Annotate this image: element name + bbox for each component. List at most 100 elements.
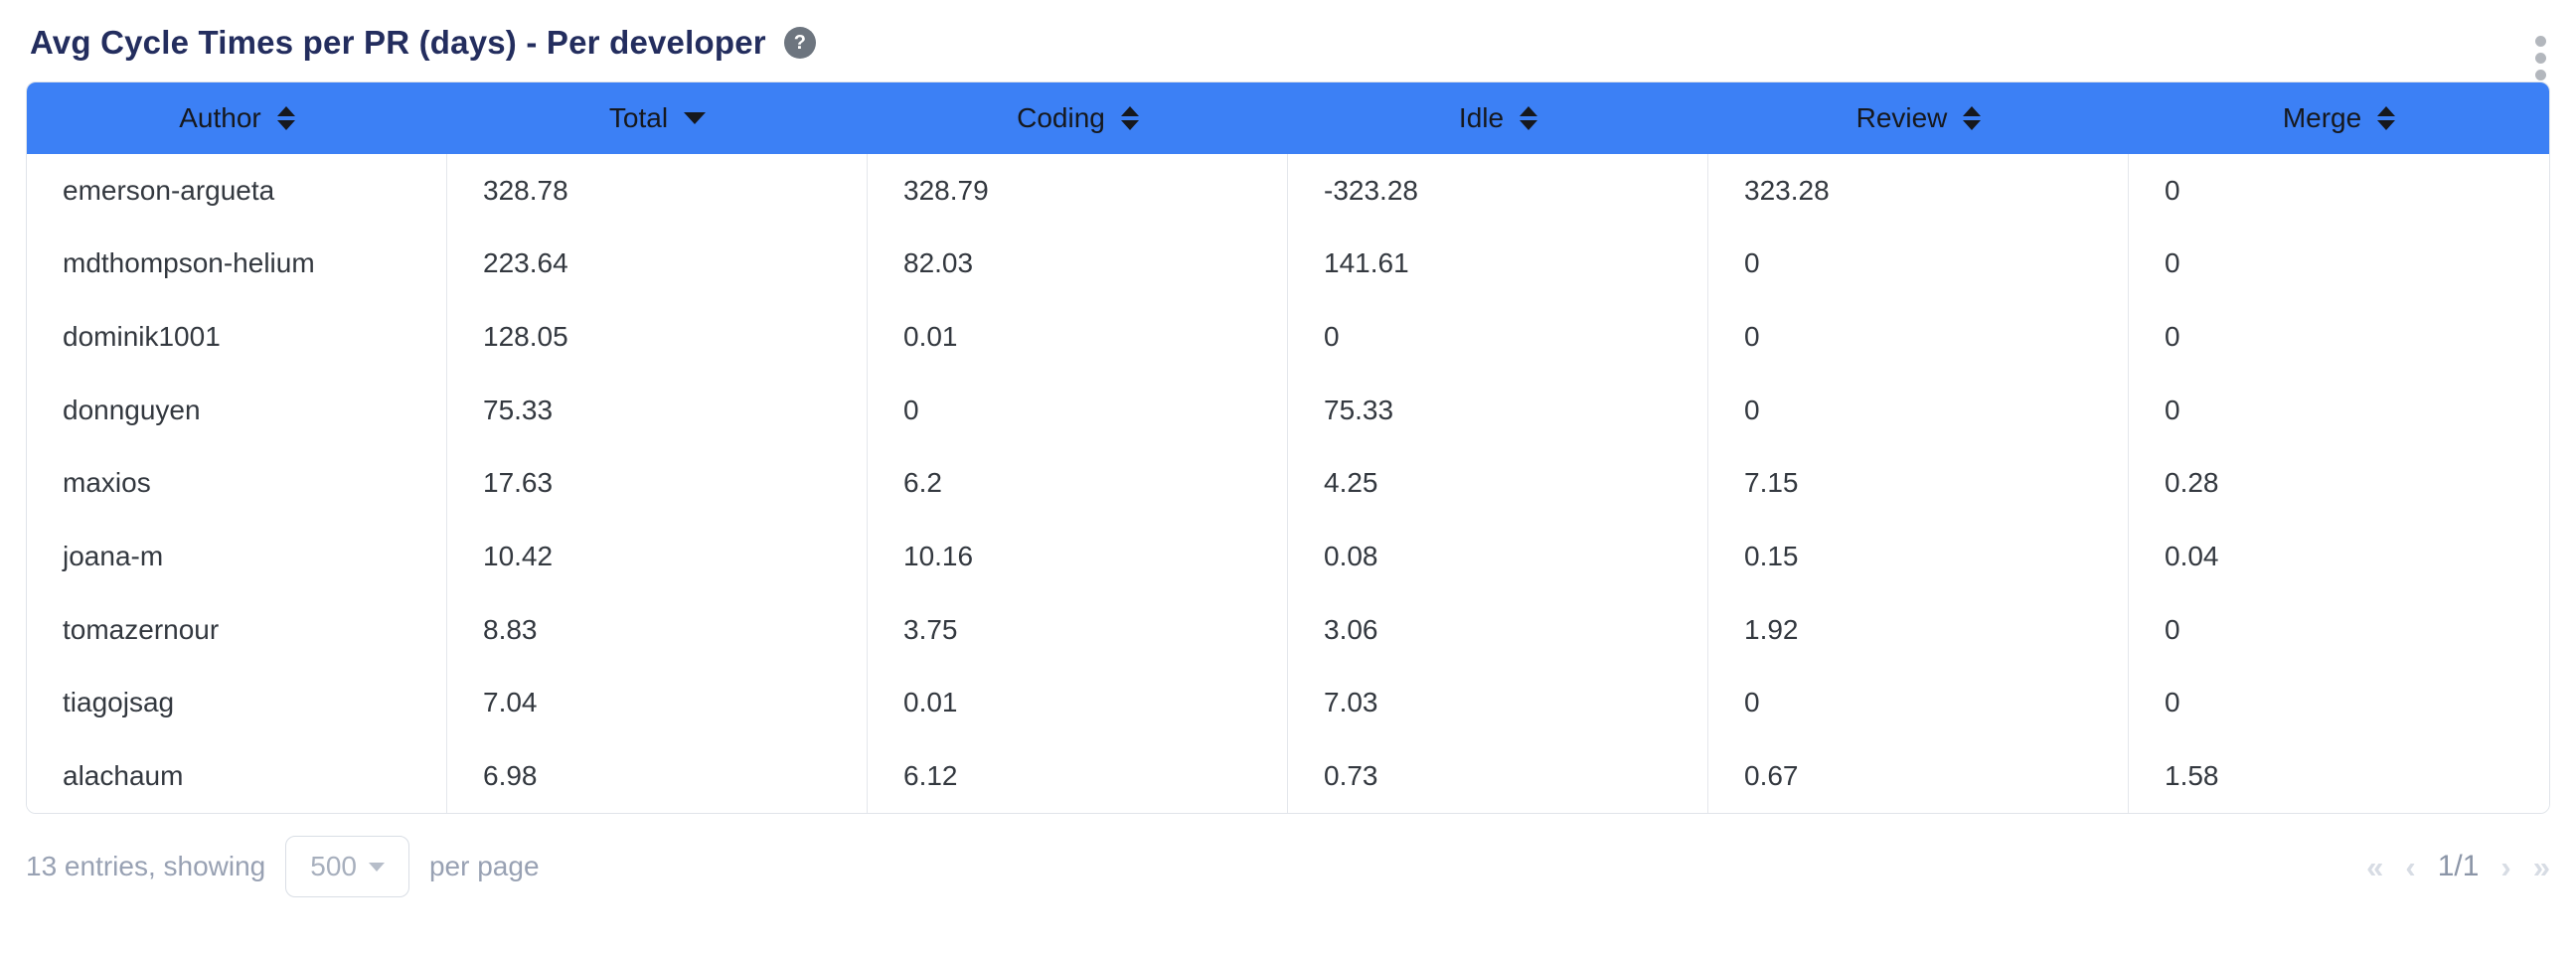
column-label: Total: [608, 102, 669, 133]
cell-merge: 0: [2165, 687, 2180, 718]
per-page-text: per page: [428, 851, 540, 881]
cell-idle: 75.33: [1288, 373, 1708, 447]
pagination: « ‹ 1/1 › »: [2366, 850, 2550, 883]
cell-review: 323.28: [1708, 154, 2129, 228]
cell-idle: 0.08: [1288, 520, 1708, 593]
cell-total: 17.63: [447, 446, 868, 521]
cell-idle: 141.61: [1288, 227, 1708, 301]
sort-both-icon: [1963, 106, 1982, 130]
cell-idle: 0.73: [1288, 739, 1708, 813]
sort-both-icon: [2377, 106, 2396, 130]
footer-left: 13 entries, showing 500 per page: [26, 836, 540, 897]
cell-coding: 10.16: [868, 520, 1288, 593]
cell-total: 328.78: [447, 154, 868, 228]
column-header-coding[interactable]: Coding: [868, 82, 1288, 154]
cell-review: 0: [1708, 666, 2129, 740]
table-row: tomazernour 8.83 3.75 3.06 1.92 0: [27, 592, 2549, 667]
kebab-menu-icon[interactable]: [2529, 30, 2552, 86]
cell-author: tiagojsag: [27, 666, 447, 740]
cell-coding: 0.01: [868, 666, 1288, 740]
prev-page-button[interactable]: ‹: [2405, 849, 2416, 884]
table-row: dominik1001 128.05 0.01 0 0 0: [27, 300, 2549, 374]
table-body: emerson-argueta 328.78 328.79 -323.28 323.28…: [27, 154, 2549, 813]
chevron-down-icon: [368, 862, 385, 872]
cell-idle: 0: [1288, 300, 1708, 374]
cell-merge: 0: [2165, 394, 2180, 425]
widget-header: Avg Cycle Times per PR (days) - Per deve…: [0, 0, 2576, 81]
cell-review: 0: [1708, 227, 2129, 301]
cell-coding: 6.12: [868, 739, 1288, 813]
table-footer: 13 entries, showing 500 per page « ‹ 1/1…: [26, 836, 2550, 897]
cell-merge: 0: [2165, 613, 2180, 645]
cell-review: 7.15: [1708, 446, 2129, 521]
page-size-value: 500: [310, 851, 357, 881]
column-header-idle[interactable]: Idle: [1288, 82, 1708, 154]
cell-total: 7.04: [447, 666, 868, 740]
widget-title: Avg Cycle Times per PR (days) - Per deve…: [30, 24, 766, 61]
cell-total: 128.05: [447, 300, 868, 374]
cell-merge: 0: [2165, 174, 2180, 206]
cell-review: 1.92: [1708, 592, 2129, 667]
table-row: donnguyen 75.33 0 75.33 0 0: [27, 373, 2549, 447]
cell-total: 10.42: [447, 520, 868, 593]
cell-author: emerson-argueta: [27, 154, 447, 228]
cell-author: dominik1001: [27, 300, 447, 374]
cell-review: 0.15: [1708, 520, 2129, 593]
cell-author: maxios: [27, 446, 447, 521]
cell-total: 6.98: [447, 739, 868, 813]
sort-both-icon: [1120, 106, 1139, 130]
cell-idle: 7.03: [1288, 666, 1708, 740]
cell-author: donnguyen: [27, 373, 447, 447]
column-header-total[interactable]: Total: [447, 82, 868, 154]
entries-count-text: 13 entries, showing: [26, 851, 266, 881]
page-size-dropdown[interactable]: 500: [285, 836, 409, 897]
cell-review: 0: [1708, 373, 2129, 447]
column-header-author[interactable]: Author: [27, 82, 447, 154]
cell-author: tomazernour: [27, 592, 447, 667]
cell-coding: 6.2: [868, 446, 1288, 521]
last-page-button[interactable]: »: [2532, 849, 2550, 884]
cell-author: alachaum: [27, 739, 447, 813]
cell-coding: 82.03: [868, 227, 1288, 301]
column-label: Review: [1855, 102, 1948, 133]
cell-total: 223.64: [447, 227, 868, 301]
cell-coding: 3.75: [868, 592, 1288, 667]
cell-idle: -323.28: [1288, 154, 1708, 228]
cell-coding: 0.01: [868, 300, 1288, 374]
cell-total: 75.33: [447, 373, 868, 447]
table-row: mdthompson-helium 223.64 82.03 141.61 0 0: [27, 227, 2549, 301]
cell-idle: 3.06: [1288, 592, 1708, 667]
cell-author: joana-m: [27, 520, 447, 593]
cell-review: 0.67: [1708, 739, 2129, 813]
cell-merge: 1.58: [2165, 760, 2219, 792]
table-row: maxios 17.63 6.2 4.25 7.15 0.28: [27, 446, 2549, 521]
table-header-row: Author Total Coding Idle Review Merge: [27, 82, 2549, 154]
cell-merge: 0: [2165, 247, 2180, 279]
table-row: tiagojsag 7.04 0.01 7.03 0 0: [27, 666, 2549, 740]
table-row: emerson-argueta 328.78 328.79 -323.28 323.28…: [27, 154, 2549, 228]
cell-coding: 0: [868, 373, 1288, 447]
table-row: alachaum 6.98 6.12 0.73 0.67 1.58: [27, 739, 2549, 813]
column-header-review[interactable]: Review: [1708, 82, 2129, 154]
first-page-button[interactable]: «: [2366, 849, 2384, 884]
cell-merge: 0.04: [2165, 541, 2219, 572]
cell-merge: 0.28: [2165, 467, 2219, 499]
sort-both-icon: [276, 106, 295, 130]
table-row: joana-m 10.42 10.16 0.08 0.15 0.04: [27, 520, 2549, 593]
help-icon[interactable]: ?: [783, 27, 816, 59]
column-label: Merge: [2282, 102, 2362, 133]
cell-total: 8.83: [447, 592, 868, 667]
cycle-times-table: Author Total Coding Idle Review Merge emerson…: [26, 81, 2550, 814]
cell-idle: 4.25: [1288, 446, 1708, 521]
cell-author: mdthompson-helium: [27, 227, 447, 301]
column-label: Idle: [1458, 102, 1505, 133]
cell-merge: 0: [2165, 321, 2180, 353]
cell-review: 0: [1708, 300, 2129, 374]
sort-desc-icon: [684, 112, 707, 124]
sort-both-icon: [1520, 106, 1538, 130]
next-page-button[interactable]: ›: [2500, 849, 2511, 884]
page-indicator: 1/1: [2437, 850, 2480, 882]
cell-coding: 328.79: [868, 154, 1288, 228]
column-header-merge[interactable]: Merge: [2129, 82, 2549, 154]
column-label: Coding: [1017, 102, 1105, 133]
